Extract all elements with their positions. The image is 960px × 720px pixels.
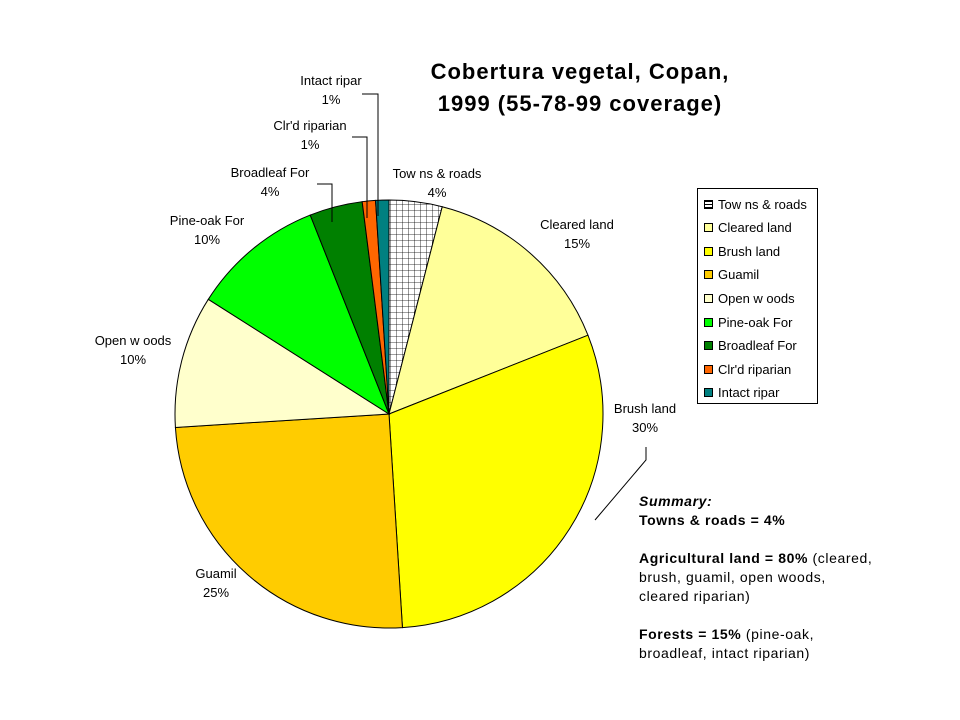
- chart-title-line-2: 1999 (55-78-99 coverage): [437, 91, 723, 116]
- legend-item: Clr'd riparian: [704, 361, 791, 377]
- summary-agri-detail-1: (cleared,: [808, 550, 873, 566]
- legend-swatch: [704, 388, 713, 398]
- summary-agri-detail-2: brush, guamil, open woods,: [639, 569, 826, 585]
- slice-percent-label: 1%: [322, 92, 341, 107]
- summary-forest-detail-1: (pine-oak,: [741, 626, 815, 642]
- pie-slice-intact-ripar: [375, 199, 390, 415]
- slice-label: Open w oods: [95, 333, 172, 348]
- slice-label: Guamil: [195, 566, 236, 581]
- legend-label: Clr'd riparian: [718, 361, 792, 377]
- legend-item: Brush land: [704, 243, 780, 259]
- summary-heading: Summary:: [639, 493, 713, 509]
- legend-label: Intact ripar: [718, 385, 780, 401]
- legend-label: Open w oods: [718, 290, 795, 306]
- legend-label: Tow ns & roads: [718, 196, 807, 212]
- slice-label: Tow ns & roads: [393, 166, 482, 181]
- legend-label: Cleared land: [718, 220, 792, 236]
- slice-label: Pine-oak For: [170, 213, 245, 228]
- slice-label: Broadleaf For: [231, 165, 310, 180]
- pie-slice-guamil: [174, 413, 403, 629]
- slice-percent-label: 25%: [203, 585, 229, 600]
- legend-swatch: [704, 223, 713, 233]
- summary-agri-label: Agricultural land = 80%: [639, 550, 809, 566]
- pie-slice-cleared-land: [388, 206, 589, 415]
- legend-swatch: [704, 341, 713, 351]
- summary-forest-label: Forests = 15%: [639, 626, 742, 642]
- legend-label: Pine-oak For: [718, 314, 793, 330]
- pie-slice-brush-land: [388, 334, 604, 629]
- label-leader-line: [352, 136, 368, 218]
- slice-percent-label: 4%: [428, 185, 447, 200]
- chart-title-line-1: Cobertura vegetal, Copan,: [430, 59, 730, 84]
- slice-percent-label: 10%: [120, 352, 146, 367]
- legend-swatch: [704, 199, 713, 209]
- legend-label: Broadleaf For: [718, 338, 797, 354]
- legend-item: Pine-oak For: [704, 314, 792, 330]
- label-leader-line: [362, 93, 379, 216]
- legend-item: Broadleaf For: [704, 338, 797, 354]
- legend-item: Guamil: [704, 267, 759, 283]
- label-leader-line: [317, 183, 333, 222]
- legend-item: Intact ripar: [704, 385, 779, 401]
- legend-item: Open w oods: [704, 290, 795, 306]
- slice-label: Clr'd riparian: [273, 118, 346, 133]
- legend-label: Guamil: [718, 267, 760, 283]
- chart-title: Cobertura vegetal, Copan, 1999 (55-78-99…: [405, 56, 755, 120]
- slice-label: Cleared land: [540, 217, 614, 232]
- chart-legend: Tow ns & roads Cleared land Brush land Guam…: [697, 188, 818, 404]
- summary-towns: Towns & roads = 4%: [639, 512, 786, 528]
- pie-slice-open-w-oods: [174, 298, 391, 428]
- slice-percent-label: 1%: [301, 137, 320, 152]
- legend-swatch: [704, 246, 713, 256]
- legend-item: Cleared land: [704, 220, 792, 236]
- legend-swatch: [704, 270, 713, 280]
- slice-percent-label: 15%: [564, 236, 590, 251]
- slice-percent-label: 10%: [194, 232, 220, 247]
- slice-percent-label: 4%: [261, 184, 280, 199]
- legend-item: Tow ns & roads: [704, 196, 807, 212]
- legend-swatch: [704, 364, 713, 374]
- summary-forest-detail-2: broadleaf, intact riparian): [639, 645, 811, 661]
- slice-label: Brush land: [614, 401, 676, 416]
- legend-label: Brush land: [718, 243, 781, 259]
- summary-agri-detail-3: cleared riparian): [639, 588, 751, 604]
- legend-swatch: [704, 293, 713, 303]
- slice-label: Intact ripar: [300, 73, 362, 88]
- label-leader-line: [594, 447, 647, 521]
- legend-swatch: [704, 317, 713, 327]
- slice-percent-label: 30%: [632, 420, 658, 435]
- pie-slice-pine-oak-for: [207, 214, 391, 416]
- summary-box: Summary: Towns & roads = 4% Agricultural…: [639, 492, 872, 663]
